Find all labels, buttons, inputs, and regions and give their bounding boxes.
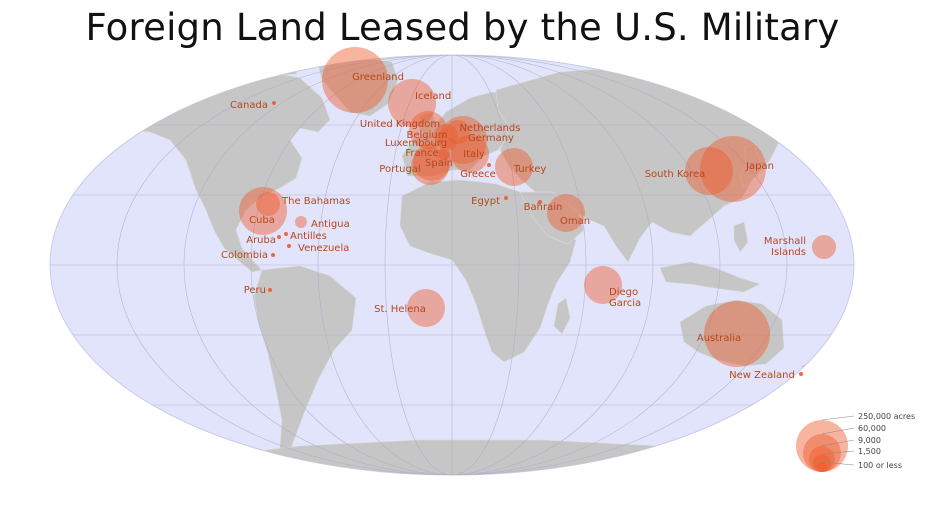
land-north-america <box>119 69 331 273</box>
label-marshall-islands: Marshall Islands <box>764 236 806 258</box>
bubble-australia <box>704 301 770 367</box>
legend-circle <box>813 454 831 472</box>
bubble-belgium <box>434 124 458 148</box>
land-arctic-islands <box>239 59 301 77</box>
bubble-spain <box>413 143 451 181</box>
label-iceland: Iceland <box>415 91 451 102</box>
bubble-bahrain <box>538 200 542 204</box>
landmasses <box>99 57 854 475</box>
legend-label: 60,000 <box>858 424 886 433</box>
land-australia <box>679 299 785 367</box>
bubble-antigua <box>295 216 307 228</box>
location-bubbles <box>239 47 836 376</box>
label-greenland: Greenland <box>352 72 404 83</box>
bubble-south-korea <box>685 147 733 195</box>
label-united-kingdom: United Kingdom <box>360 119 440 130</box>
label-luxembourg: Luxembourg <box>385 138 447 149</box>
bubble-luxembourg <box>444 138 456 150</box>
legend-leader-line <box>821 415 855 421</box>
label-greece: Greece <box>460 169 496 180</box>
land-uk <box>419 111 437 137</box>
location-labels: Greenland Iceland Canada United KingdomBelg… <box>221 72 806 381</box>
label-st-helena: St. Helena <box>374 304 426 315</box>
land-antarctica <box>99 439 841 475</box>
legend-circle <box>803 434 841 472</box>
legend-leader-line <box>821 461 855 466</box>
legend-leader-line <box>821 427 855 435</box>
label-venezuela: Venezuela <box>298 243 349 254</box>
label-antilles: Antilles <box>290 231 327 242</box>
bubble-oman <box>547 194 585 232</box>
bubble-turkey <box>495 148 533 186</box>
label-colombia: Colombia <box>221 250 268 261</box>
size-legend: 250,000 acres 60,000 9,000 1,500 100 or less <box>796 412 915 472</box>
label-cuba: Cuba <box>249 215 275 226</box>
label-antigua: Antigua <box>311 219 350 230</box>
bubble-aruba <box>277 235 281 239</box>
bubble-marshall-islands <box>812 235 836 259</box>
label-the-bahamas: The Bahamas <box>281 196 350 207</box>
bubble-greenland <box>322 47 388 113</box>
label-italy: Italy <box>463 149 485 160</box>
land-arabia <box>519 191 585 245</box>
label-south-korea: South Korea <box>645 169 706 180</box>
bubble-new-zealand <box>799 372 803 376</box>
label-canada: Canada <box>230 100 268 111</box>
legend-circle <box>817 462 827 472</box>
label-egypt: Egypt <box>471 196 500 207</box>
bubble-colombia <box>271 253 275 257</box>
label-australia: Australia <box>697 333 741 344</box>
bubble-france <box>438 148 450 160</box>
land-south-america <box>253 265 357 461</box>
label-oman: Oman <box>560 216 590 227</box>
label-belgium: Belgium <box>407 130 448 141</box>
bubble-portugal <box>411 147 449 185</box>
bubble-italy <box>451 135 489 173</box>
legend-label: 1,500 <box>858 447 881 456</box>
bubble-germany <box>439 116 487 164</box>
legend-label: 9,000 <box>858 436 881 445</box>
label-peru: Peru <box>244 285 266 296</box>
land-africa <box>399 179 577 363</box>
label-germany: Germany <box>468 133 514 144</box>
bubble-antilles <box>284 232 288 236</box>
label-spain: Spain <box>425 158 453 169</box>
bubble-canada <box>272 101 276 105</box>
bubble-st-helena <box>407 289 445 327</box>
legend-circle <box>809 446 835 472</box>
bubble-iceland <box>388 79 436 127</box>
land-japan <box>739 143 761 189</box>
bubble-greece <box>487 163 491 167</box>
bubble-the-bahamas <box>256 192 280 216</box>
bubble-peru <box>268 288 272 292</box>
label-bahrain: Bahrain <box>524 202 563 213</box>
label-netherlands: Netherlands <box>460 123 521 134</box>
graticule <box>50 55 854 475</box>
bubble-venezuela <box>287 244 291 248</box>
bubble-egypt <box>504 196 508 200</box>
land-greenland <box>317 57 399 117</box>
land-madagascar <box>553 297 571 335</box>
label-aruba: Aruba <box>246 235 276 246</box>
bubble-united-kingdom <box>409 111 447 149</box>
label-france: France <box>405 148 438 159</box>
legend-label: 100 or less <box>858 461 902 470</box>
map-title: Foreign Land Leased by the U.S. Military <box>85 6 840 49</box>
label-turkey: Turkey <box>513 164 547 175</box>
label-portugal: Portugal <box>379 164 420 175</box>
bubble-japan <box>700 136 766 202</box>
label-japan: Japan <box>745 161 774 172</box>
bubble-cuba <box>239 187 287 235</box>
label-diego-garcia: Diego Garcia <box>609 287 641 309</box>
bubble-diego-garcia <box>584 266 622 304</box>
land-philippines <box>733 221 749 253</box>
legend-leader-line <box>821 439 855 447</box>
legend-label: 250,000 acres <box>858 412 915 421</box>
legend-leader-line <box>821 450 855 455</box>
label-new-zealand: New Zealand <box>729 370 795 381</box>
bubble-netherlands <box>446 120 470 144</box>
